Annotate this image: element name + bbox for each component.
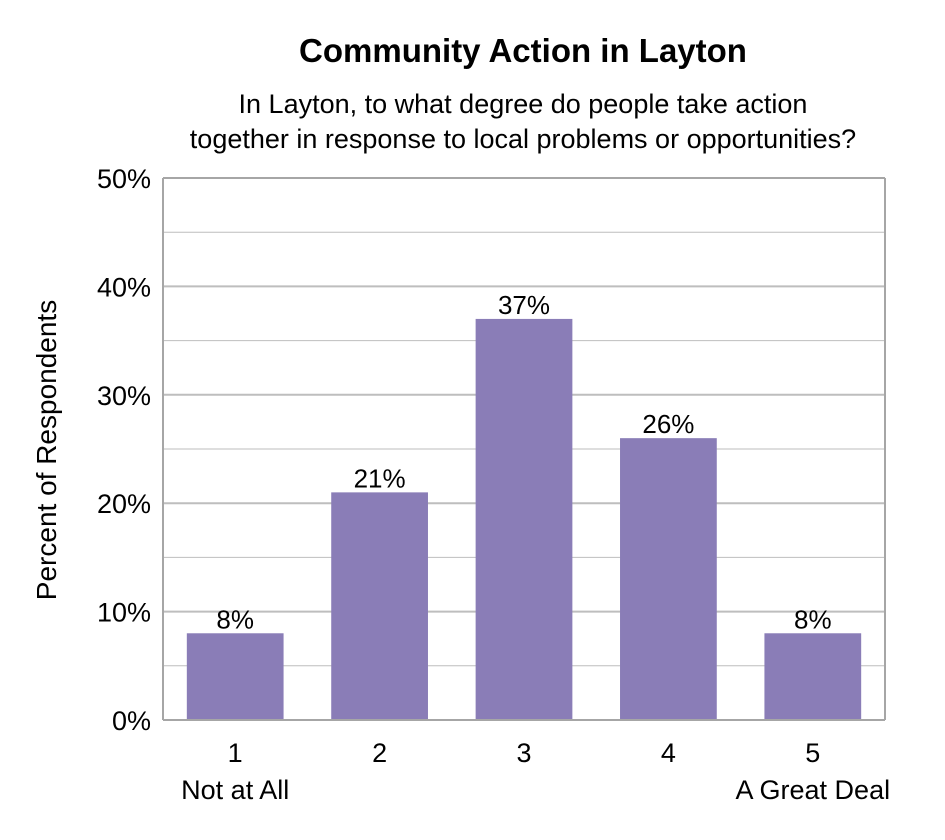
bar-1 — [186, 633, 284, 720]
x-tick-label-5: 5 — [805, 738, 820, 768]
bar-5 — [764, 633, 862, 720]
x-tick-label-2: 2 — [372, 738, 387, 768]
bar-4 — [620, 438, 717, 720]
y-tick-labels: 0% 10% 20% 30% 40% 50% — [97, 164, 151, 736]
axes — [162, 177, 886, 721]
data-labels: 8% 21% 37% 26% 8% — [216, 290, 831, 634]
x-tick-label-3: 3 — [516, 738, 531, 768]
bars — [186, 318, 862, 720]
y-tick-label: 0% — [112, 706, 151, 736]
chart-subtitle-line-1: In Layton, to what degree do people take… — [239, 89, 808, 119]
data-label-5: 8% — [794, 604, 832, 634]
bar-3 — [475, 318, 573, 720]
x-tick-label-4: 4 — [661, 738, 676, 768]
y-tick-label: 10% — [97, 598, 151, 628]
y-tick-label: 30% — [97, 381, 151, 411]
data-label-3: 37% — [498, 290, 550, 320]
data-label-4: 26% — [642, 409, 694, 439]
x-tick-sublabel-5: A Great Deal — [736, 775, 891, 805]
y-tick-label: 20% — [97, 489, 151, 519]
x-tick-labels: 1 Not at All 2 3 4 5 A Great Deal — [181, 738, 890, 805]
y-tick-label: 40% — [97, 272, 151, 302]
y-axis-label: Percent of Respondents — [31, 300, 62, 600]
x-tick-sublabel-1: Not at All — [181, 775, 289, 805]
x-tick-label-1: 1 — [228, 738, 243, 768]
data-label-2: 21% — [354, 463, 406, 493]
chart-subtitle-line-2: together in response to local problems o… — [190, 124, 856, 154]
chart-title: Community Action in Layton — [299, 32, 747, 69]
data-label-1: 8% — [216, 604, 254, 634]
bar-2 — [331, 492, 428, 720]
y-tick-label: 50% — [97, 164, 151, 194]
